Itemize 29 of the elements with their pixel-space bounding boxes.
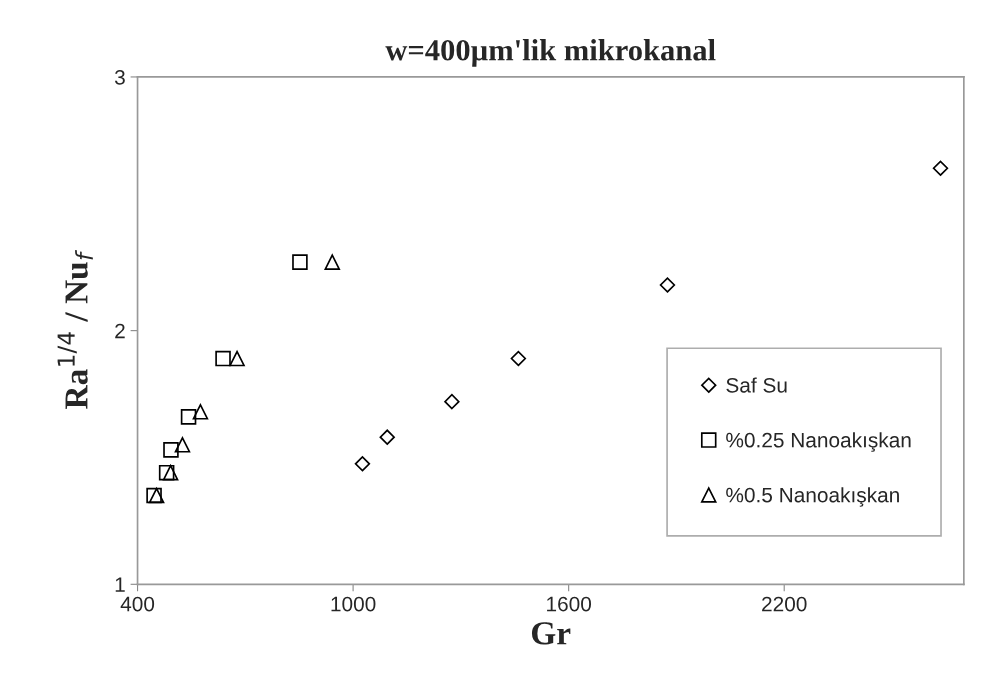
point	[215, 350, 231, 367]
chart-title: w=400µm'lik mikrokanal	[385, 39, 716, 67]
x-axis-title: Gr	[531, 622, 571, 645]
x-tick-label: 400	[120, 596, 155, 612]
point	[379, 429, 395, 445]
x-tick-label: 1000	[331, 596, 376, 612]
point	[324, 254, 341, 270]
point	[932, 160, 949, 176]
legend-label: %0.5 Nanoakışkan	[726, 487, 899, 507]
point	[292, 254, 308, 270]
legend-label: %0.25 Nanoakışkan	[726, 432, 911, 452]
point	[444, 393, 460, 410]
point	[192, 404, 209, 420]
point	[180, 409, 197, 425]
point	[162, 464, 179, 481]
point	[510, 350, 527, 367]
y-tick-label: 3	[114, 69, 125, 85]
y-axis-title: Ra$^{1/4}$ / Nu$_{f}$	[57, 249, 93, 409]
point	[659, 277, 676, 293]
y-tick-label: 2	[115, 323, 125, 339]
x-tick-label: 2200	[762, 596, 807, 612]
point	[229, 350, 245, 367]
point	[174, 436, 191, 453]
x-tick-label: 1600	[547, 596, 592, 612]
y-tick-label: 1	[115, 577, 125, 592]
point	[163, 442, 179, 458]
legend-label: Saf Su	[726, 377, 787, 393]
point	[158, 464, 175, 481]
point	[354, 456, 371, 472]
